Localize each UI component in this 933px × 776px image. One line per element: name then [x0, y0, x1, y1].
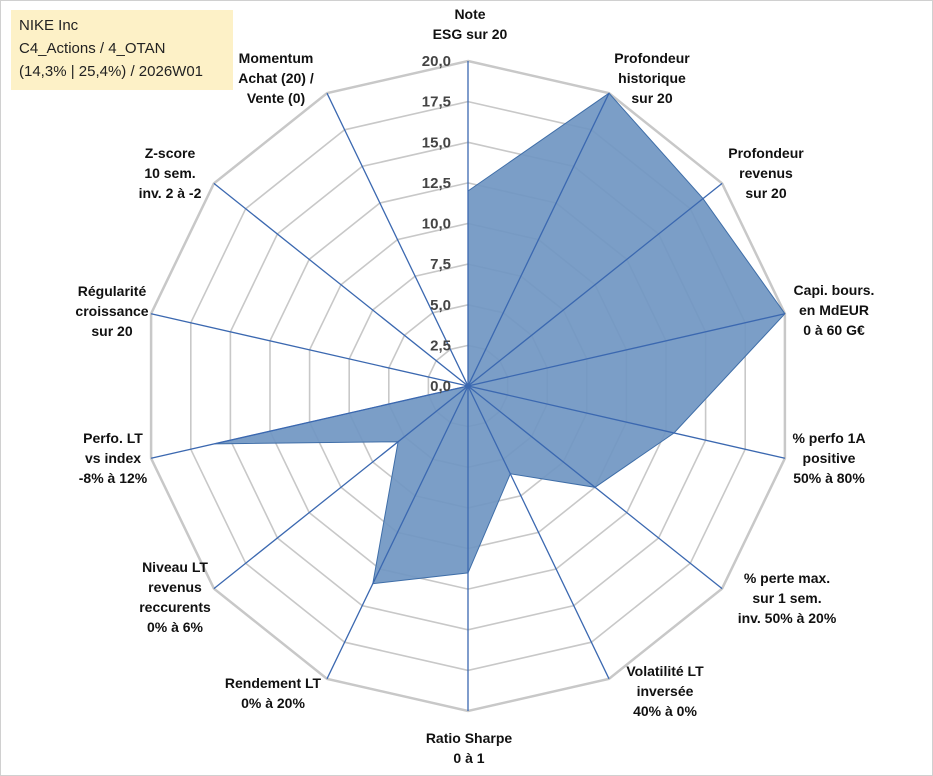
axis-spoke	[467, 385, 610, 680]
axis-label-line: 50% à 80%	[793, 470, 865, 486]
axis-spoke	[467, 385, 786, 459]
axis-label: Profondeur revenus sur 20	[728, 145, 804, 201]
tick-label: 7,5	[430, 256, 451, 273]
axis-label-line: historique	[618, 70, 686, 86]
axis-spoke	[467, 92, 610, 387]
axis-label-line: reccurents	[139, 599, 211, 615]
axis-label-line: Note	[454, 6, 485, 22]
axis-label: Ratio Sharpe 0 à 1	[426, 730, 513, 766]
axis-spoke	[150, 313, 469, 387]
axis-label-line: 0 à 60 G€	[803, 322, 865, 338]
tick-label: 10,0	[422, 216, 451, 233]
axis-label-line: Z-score	[145, 145, 196, 161]
axis-label-line: 0% à 20%	[241, 695, 305, 711]
axis-label: Note ESG sur 20	[433, 6, 508, 42]
axis-label-line: % perfo 1A	[792, 430, 865, 446]
axis-label-line: 10 sem.	[144, 165, 195, 181]
axis-label-line: Profondeur	[614, 50, 690, 66]
axis-spoke	[326, 385, 469, 680]
axis-label: Rendement LT 0% à 20%	[225, 675, 322, 711]
axis-label-line: inv. 50% à 20%	[738, 610, 837, 626]
axis-label-line: vs index	[85, 450, 141, 466]
axis-label-line: revenus	[739, 165, 793, 181]
tick-label: 20,0	[422, 53, 451, 70]
axis-spoke	[467, 313, 786, 387]
tick-label: 17,5	[422, 94, 451, 111]
axis-label-line: Rendement LT	[225, 675, 322, 691]
axis-label-line: sur 20	[631, 90, 672, 106]
axis-label-line: inversée	[637, 683, 694, 699]
axis-label-line: -8% à 12%	[79, 470, 148, 486]
tick-label: 0,0	[430, 378, 451, 395]
axis-spoke	[150, 385, 469, 459]
tick-label: 12,5	[422, 175, 451, 192]
axis-label-line: Profondeur	[728, 145, 804, 161]
axis-label: Niveau LT revenus reccurents 0% à 6%	[139, 559, 211, 635]
axis-label-line: croissance	[75, 303, 148, 319]
axis-label: Perfo. LT vs index -8% à 12%	[79, 430, 148, 486]
axis-label-line: Niveau LT	[142, 559, 208, 575]
category-line: C4_Actions / 4_OTAN	[19, 40, 166, 57]
axis-label: Volatilité LT inversée 40% à 0%	[626, 663, 704, 719]
axis-label-line: revenus	[148, 579, 202, 595]
company-name: NIKE Inc	[19, 17, 79, 34]
axis-label: Profondeur historique sur 20	[614, 50, 690, 106]
axis-label-line: inv. 2 à -2	[139, 185, 202, 201]
axis-label-line: en MdEUR	[799, 302, 869, 318]
tick-label: 2,5	[430, 337, 451, 354]
stats-line: (14,3% | 25,4%) / 2026W01	[19, 63, 203, 80]
axis-label-line: positive	[803, 450, 856, 466]
axis-label-line: sur 1 sem.	[752, 590, 821, 606]
axis-label-line: 0% à 6%	[147, 619, 204, 635]
tick-label: 5,0	[430, 297, 451, 314]
axis-spoke	[213, 385, 469, 590]
axis-label-line: Achat (20) /	[238, 70, 314, 86]
axis-label-line: Ratio Sharpe	[426, 730, 513, 746]
axis-spoke	[213, 182, 469, 387]
axis-label: Capi. bours. en MdEUR 0 à 60 G€	[794, 282, 875, 338]
axis-label-line: Capi. bours.	[794, 282, 875, 298]
axis-label-line: ESG sur 20	[433, 26, 508, 42]
axis-label-line: Momentum	[239, 50, 314, 66]
axis-label: % perfo 1A positive 50% à 80%	[792, 430, 865, 486]
axis-label-line: Vente (0)	[247, 90, 305, 106]
info-box: NIKE Inc C4_Actions / 4_OTAN (14,3% | 25…	[11, 10, 233, 90]
axis-label-line: 40% à 0%	[633, 703, 697, 719]
axis-label-line: Perfo. LT	[83, 430, 143, 446]
axis-label-line: % perte max.	[744, 570, 830, 586]
axis-label: % perte max. sur 1 sem. inv. 50% à 20%	[738, 570, 837, 626]
axis-label-line: 0 à 1	[453, 750, 484, 766]
axis-label: Momentum Achat (20) / Vente (0)	[238, 50, 314, 106]
axis-label: Z-score 10 sem. inv. 2 à -2	[139, 145, 202, 201]
axis-label: Régularité croissance sur 20	[75, 283, 148, 339]
tick-label: 15,0	[422, 134, 451, 151]
axis-spoke	[326, 92, 469, 387]
axis-label-line: sur 20	[91, 323, 132, 339]
axis-spoke	[467, 385, 723, 590]
axis-label-line: Volatilité LT	[626, 663, 704, 679]
axis-spoke	[467, 182, 723, 387]
axis-label-line: sur 20	[745, 185, 786, 201]
axis-label-line: Régularité	[78, 283, 147, 299]
